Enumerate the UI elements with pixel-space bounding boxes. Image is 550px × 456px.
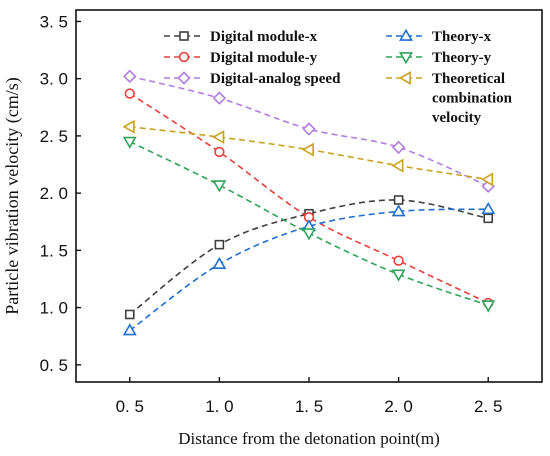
legend: Digital module-x Digital module-y Digital-… — [164, 28, 513, 126]
legend-item: Theoretical combination velocity — [386, 71, 513, 126]
series — [123, 69, 495, 194]
series — [122, 201, 496, 336]
legend-label-line: Digital module-y — [210, 50, 318, 66]
legend-item: Digital module-y — [164, 50, 318, 66]
legend-label: Digital module-x — [210, 29, 318, 45]
x-tick-label: 1. 5 — [295, 397, 323, 416]
data-point — [122, 136, 137, 149]
legend-label: Theoretical combination velocity — [432, 71, 513, 126]
data-point — [301, 142, 314, 157]
legend-label: Theory-x — [432, 29, 492, 45]
legend-item: Theory-x — [386, 28, 492, 45]
legend-item: Theory-y — [386, 50, 492, 66]
data-point — [212, 256, 227, 270]
x-axis-title: Distance from the detonation point(m) — [178, 429, 440, 448]
data-point — [122, 119, 135, 134]
legend-label-line: Theory-x — [432, 29, 492, 45]
axis-ticks: 0. 5 1. 0 1. 5 2. 0 2. 5 0. 5 1. 0 1. 5 2. 0 2. 5… — [40, 12, 503, 416]
data-point — [212, 130, 225, 145]
legend-label: Theory-y — [432, 50, 492, 66]
data-point — [481, 172, 494, 187]
legend-label-line: Theory-y — [432, 50, 492, 66]
data-point — [391, 269, 406, 282]
data-point — [391, 204, 406, 217]
legend-marker — [399, 28, 413, 41]
legend-label-line: velocity — [432, 110, 482, 126]
y-tick-label: 3. 5 — [40, 12, 68, 31]
data-point — [481, 300, 496, 313]
x-tick-label: 2. 5 — [474, 397, 502, 416]
legend-item: Digital module-x — [164, 29, 318, 45]
legend-item: Digital-analog speed — [164, 71, 341, 87]
y-axis-title: Particle vibration velocity (cm/s) — [2, 77, 23, 314]
legend-label: Digital-analog speed — [210, 71, 341, 87]
y-tick-label: 1. 5 — [40, 241, 68, 260]
data-point — [212, 180, 227, 193]
data-point — [393, 255, 404, 266]
data-point — [481, 201, 496, 215]
data-point — [391, 140, 406, 155]
data-point — [483, 213, 494, 224]
series-line — [129, 75, 489, 188]
legend-marker — [399, 52, 413, 65]
data-point — [214, 146, 225, 158]
legend-label-line: Digital-analog speed — [210, 71, 341, 87]
series — [122, 136, 496, 313]
data-point — [212, 91, 227, 105]
y-tick-label: 2. 0 — [40, 184, 68, 203]
data-point — [124, 88, 135, 99]
legend-label-line: combination — [432, 91, 513, 107]
y-tick-label: 2. 5 — [40, 127, 68, 146]
data-point — [302, 122, 316, 136]
legend-label: Digital module-y — [210, 50, 318, 66]
series — [122, 119, 494, 187]
data-point — [122, 323, 137, 336]
data-point — [124, 309, 135, 320]
series-layer — [122, 69, 496, 336]
legend-marker — [179, 31, 189, 41]
legend-label-line: Theoretical — [432, 71, 505, 87]
y-tick-label: 1. 0 — [40, 299, 68, 318]
legend-marker — [177, 71, 191, 85]
x-tick-label: 1. 0 — [205, 397, 233, 416]
legend-marker — [398, 71, 411, 85]
data-point — [123, 69, 137, 84]
data-point — [214, 239, 225, 250]
x-tick-label: 0. 5 — [116, 397, 144, 416]
series-line — [129, 199, 489, 316]
y-tick-label: 3. 0 — [40, 70, 68, 89]
data-point — [302, 228, 316, 241]
legend-marker — [178, 51, 190, 63]
data-point — [391, 158, 404, 173]
y-tick-label: 0. 5 — [40, 356, 68, 375]
x-tick-label: 2. 0 — [384, 397, 412, 416]
legend-label-line: Digital module-x — [210, 29, 318, 45]
data-point — [393, 195, 404, 205]
